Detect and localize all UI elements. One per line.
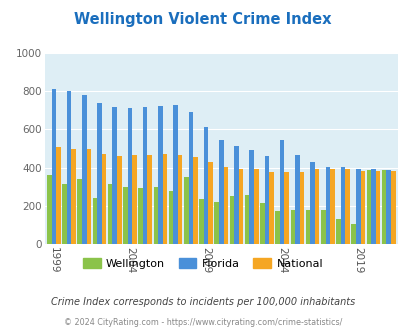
- Bar: [375, 171, 379, 244]
- Bar: [254, 169, 258, 244]
- Bar: [51, 89, 56, 244]
- Bar: [108, 184, 112, 244]
- Bar: [238, 169, 243, 244]
- Bar: [208, 162, 212, 244]
- Bar: [390, 171, 394, 244]
- Bar: [260, 203, 264, 244]
- Bar: [249, 150, 254, 244]
- Bar: [320, 210, 325, 244]
- Bar: [199, 199, 203, 244]
- Legend: Wellington, Florida, National: Wellington, Florida, National: [78, 254, 327, 273]
- Bar: [275, 211, 279, 244]
- Bar: [158, 106, 162, 244]
- Bar: [299, 172, 303, 244]
- Bar: [127, 108, 132, 244]
- Bar: [153, 187, 158, 244]
- Bar: [355, 169, 360, 244]
- Bar: [345, 169, 349, 244]
- Bar: [335, 219, 340, 244]
- Bar: [340, 167, 345, 244]
- Text: Wellington Violent Crime Index: Wellington Violent Crime Index: [74, 12, 331, 26]
- Bar: [56, 147, 60, 244]
- Bar: [132, 155, 136, 244]
- Bar: [92, 198, 97, 244]
- Bar: [168, 191, 173, 244]
- Bar: [294, 155, 299, 244]
- Bar: [284, 172, 288, 244]
- Bar: [62, 184, 66, 244]
- Bar: [173, 106, 177, 244]
- Bar: [325, 167, 329, 244]
- Bar: [203, 127, 208, 244]
- Bar: [177, 155, 182, 244]
- Text: Crime Index corresponds to incidents per 100,000 inhabitants: Crime Index corresponds to incidents per…: [51, 297, 354, 307]
- Bar: [66, 91, 71, 244]
- Bar: [77, 179, 82, 244]
- Bar: [360, 172, 364, 244]
- Bar: [143, 107, 147, 244]
- Bar: [71, 148, 76, 244]
- Bar: [314, 169, 319, 244]
- Bar: [193, 157, 197, 244]
- Bar: [386, 170, 390, 244]
- Bar: [223, 167, 228, 244]
- Bar: [218, 140, 223, 244]
- Bar: [102, 154, 106, 244]
- Bar: [97, 103, 102, 244]
- Bar: [183, 177, 188, 244]
- Bar: [123, 187, 127, 244]
- Bar: [279, 140, 284, 244]
- Bar: [86, 148, 91, 244]
- Text: © 2024 CityRating.com - https://www.cityrating.com/crime-statistics/: © 2024 CityRating.com - https://www.city…: [64, 318, 341, 327]
- Bar: [112, 107, 117, 244]
- Bar: [82, 95, 86, 244]
- Bar: [264, 156, 269, 244]
- Bar: [234, 146, 238, 244]
- Bar: [370, 169, 375, 244]
- Bar: [162, 154, 167, 244]
- Bar: [269, 172, 273, 244]
- Bar: [117, 156, 121, 244]
- Bar: [329, 169, 334, 244]
- Bar: [309, 162, 314, 244]
- Bar: [351, 224, 355, 244]
- Bar: [214, 202, 218, 244]
- Bar: [244, 195, 249, 244]
- Bar: [147, 155, 151, 244]
- Bar: [138, 188, 143, 244]
- Bar: [290, 210, 294, 244]
- Bar: [188, 112, 193, 244]
- Bar: [381, 170, 386, 244]
- Bar: [229, 196, 234, 244]
- Bar: [366, 170, 370, 244]
- Bar: [305, 210, 309, 244]
- Bar: [47, 175, 51, 244]
